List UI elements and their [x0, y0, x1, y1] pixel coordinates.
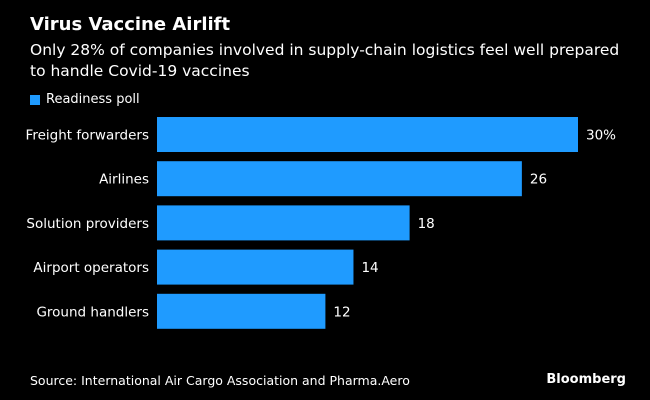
value-label: 30% [586, 128, 616, 144]
bar [157, 249, 354, 285]
bar [157, 205, 410, 241]
legend-label: Readiness poll [46, 92, 140, 107]
value-label: 26 [530, 172, 547, 188]
category-label: Airport operators [33, 260, 149, 276]
legend: Readiness poll [30, 92, 140, 108]
value-label: 18 [418, 216, 435, 232]
source-note: Source: International Air Cargo Associat… [30, 373, 410, 388]
bar [157, 161, 522, 197]
value-label: 12 [333, 304, 350, 320]
value-label: 14 [361, 260, 378, 276]
chart-title: Virus Vaccine Airlift [30, 14, 231, 35]
legend-swatch [30, 95, 40, 105]
category-label: Ground handlers [36, 304, 149, 320]
bloomberg-logo: Bloomberg [546, 372, 626, 387]
category-label: Freight forwarders [26, 128, 149, 144]
category-label: Airlines [99, 172, 149, 188]
bar [157, 293, 326, 329]
category-label: Solution providers [26, 216, 149, 232]
bar [157, 117, 578, 152]
chart-subtitle: Only 28% of companies involved in supply… [30, 41, 620, 80]
